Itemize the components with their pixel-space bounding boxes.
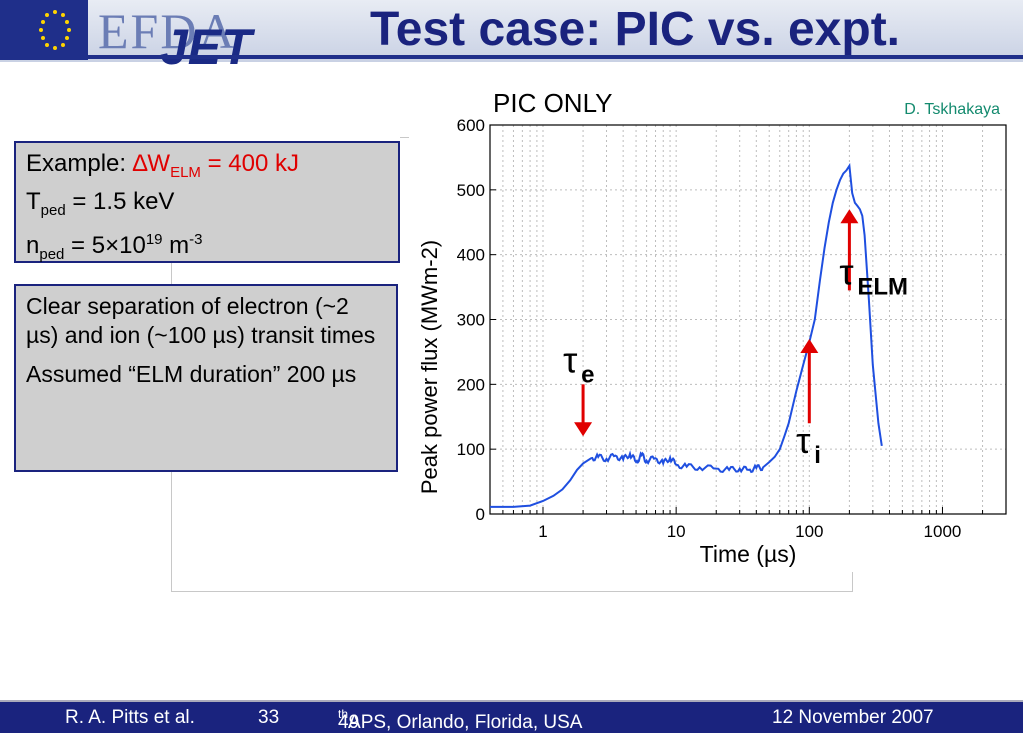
y-tick-label: 300 xyxy=(457,311,485,330)
footer-author: R. A. Pitts et al. xyxy=(65,707,195,728)
tau-label-e: τ xyxy=(563,339,577,380)
y-tick-label: 600 xyxy=(457,116,485,135)
density-line: nped = 5×1019 m-3 xyxy=(26,230,203,263)
y-tick-label: 400 xyxy=(457,246,485,265)
summary-box: Clear separation of electron (~2 µs) and… xyxy=(14,284,398,472)
jet-logo: JET xyxy=(160,19,252,75)
efda-logo: EFDA xyxy=(98,3,237,59)
tau-subscript-elm: ELM xyxy=(857,273,908,300)
parameters-box: Example: ∆WELM = 400 kJ Tped = 1.5 keV n… xyxy=(14,141,400,263)
credit-label: D. Tskhakaya xyxy=(904,101,1000,118)
y-tick-label: 500 xyxy=(457,181,485,200)
y-tick-label: 0 xyxy=(476,505,485,524)
tau-subscript-i: i xyxy=(814,442,821,469)
series-layer xyxy=(490,162,883,508)
x-tick-label: 10 xyxy=(667,522,686,541)
tau-label-elm: τ xyxy=(839,251,853,292)
elm-duration-text: Assumed “ELM duration” 200 µs xyxy=(26,361,357,387)
panel-title: PIC ONLY xyxy=(493,88,612,118)
slide-header: EFDA JET Test case: PIC vs. expt. xyxy=(0,0,1023,75)
footer-date: 12 November 2007 xyxy=(772,707,934,728)
tau-subscript-e: e xyxy=(581,361,594,388)
power-flux-chart: PIC ONLY D. Tskhakaya 0 100 200 300 400 500 60… xyxy=(417,88,1007,567)
example-line: Example: ∆WELM = 400 kJ xyxy=(26,150,299,181)
temperature-line: Tped = 1.5 keV xyxy=(26,187,175,219)
y-tick-label: 100 xyxy=(457,440,485,459)
y-tick-label: 200 xyxy=(457,375,485,394)
footer-page-number: 33 xyxy=(258,707,280,728)
grid-lines xyxy=(489,125,1007,514)
x-tick-label: 1 xyxy=(538,522,547,541)
frame-line-bottom xyxy=(171,591,853,592)
slide-title: Test case: PIC vs. expt. xyxy=(370,3,901,56)
annotations: τ eτ iτ ELM xyxy=(563,209,908,469)
arrow-head-e xyxy=(574,422,593,437)
series-line-0 xyxy=(490,162,883,508)
plot-frame xyxy=(489,124,1007,515)
frame-line-right xyxy=(852,572,853,592)
tau-label-i: τ xyxy=(796,420,810,461)
header-band xyxy=(0,55,1023,59)
x-axis-label: Time (µs) xyxy=(700,541,797,567)
frame-line-top xyxy=(400,137,409,138)
eu-flag-logo xyxy=(0,0,88,60)
axes: 0 100 200 300 400 500 600 1 10 100 1000 xyxy=(457,116,1007,541)
arrow-head-i xyxy=(800,338,819,353)
arrow-head-elm xyxy=(840,209,859,224)
eu-stars-icon xyxy=(39,10,71,50)
x-tick-label: 100 xyxy=(795,522,823,541)
y-axis-label: Peak power flux (MWm-2) xyxy=(417,240,442,494)
x-tick-label: 1000 xyxy=(924,522,962,541)
separation-text: Clear separation of electron (~2 µs) and… xyxy=(26,293,376,348)
